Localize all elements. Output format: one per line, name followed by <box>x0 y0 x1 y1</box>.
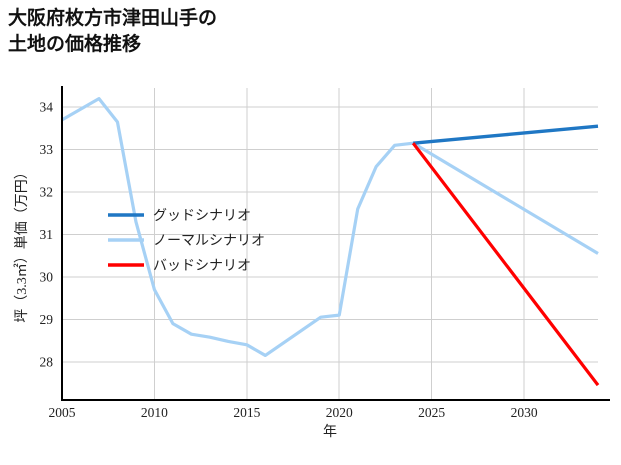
series-line-normal <box>61 97 599 358</box>
y-tick-label: 32 <box>40 185 54 200</box>
legend-label: ノーマルシナリオ <box>153 234 265 249</box>
x-axis-label: 年 <box>323 424 337 440</box>
y-tick-labels: 28 29 30 31 32 33 34 <box>40 100 54 370</box>
legend-label: グッドシナリオ <box>153 208 251 224</box>
y-tick-label: 28 <box>40 354 54 369</box>
y-gridlines <box>62 106 598 363</box>
y-tick-label: 34 <box>40 100 54 115</box>
x-tick-label: 2020 <box>326 405 353 420</box>
series-line-good <box>413 124 599 145</box>
legend-label: バッドシナリオ <box>153 259 251 274</box>
data-series-group <box>61 97 600 387</box>
series-line-bad <box>411 142 600 387</box>
y-tick-label: 33 <box>40 142 54 157</box>
y-tick-label: 31 <box>40 227 54 242</box>
axis-spines <box>60 86 610 402</box>
y-tick-label: 30 <box>40 269 54 284</box>
x-tick-label: 2005 <box>49 405 76 420</box>
x-tick-label: 2010 <box>141 405 168 420</box>
x-tick-label: 2015 <box>233 405 260 420</box>
chart-title: 大阪府枚方市津田山手の 土地の価格推移 <box>8 8 218 55</box>
y-tick-label: 29 <box>40 312 54 327</box>
x-tick-label: 2030 <box>511 405 538 420</box>
x-tick-label: 2025 <box>418 405 445 420</box>
y-axis-label: 坪（3.3㎡）単価（万円） <box>14 165 30 323</box>
x-tick-labels: 2005 2010 2015 2020 2025 2030 <box>49 405 538 420</box>
